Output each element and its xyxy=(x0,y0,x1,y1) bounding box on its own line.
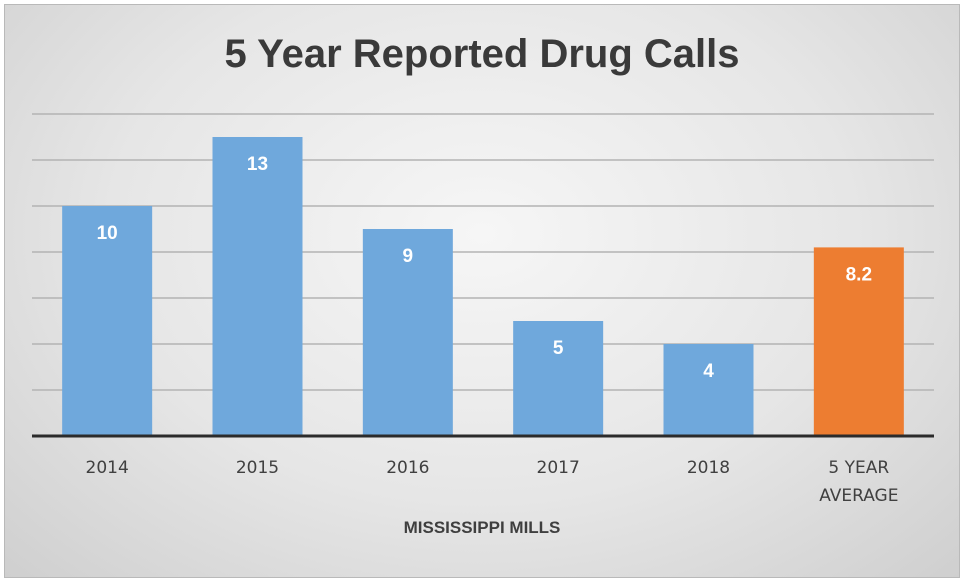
x-tick-label-0: 2014 xyxy=(86,458,129,478)
data-label-5: 8.2 xyxy=(846,264,872,285)
bar-0 xyxy=(62,206,153,436)
data-label-3: 5 xyxy=(553,338,564,359)
x-axis-title: MISSISSIPPI MILLS xyxy=(403,518,561,537)
chart-title: 5 Year Reported Drug Calls xyxy=(224,32,740,76)
x-tick-label-1: 2015 xyxy=(236,458,279,478)
data-label-1: 13 xyxy=(247,154,268,175)
x-tick-label-4: 2018 xyxy=(687,458,730,478)
bar-1 xyxy=(212,137,303,436)
bar-4 xyxy=(663,344,754,436)
data-label-4: 4 xyxy=(703,361,714,382)
chart-area xyxy=(4,4,960,578)
bar-2 xyxy=(362,229,453,436)
bar-3 xyxy=(513,321,604,436)
x-tick-label-5: AVERAGE xyxy=(819,486,898,506)
bar-5 xyxy=(813,247,904,436)
data-label-0: 10 xyxy=(97,223,118,244)
x-tick-label-2: 2016 xyxy=(386,458,429,478)
data-label-2: 9 xyxy=(403,246,414,267)
x-tick-label-3: 2017 xyxy=(537,458,580,478)
x-tick-label-5: 5 YEAR xyxy=(828,458,889,478)
